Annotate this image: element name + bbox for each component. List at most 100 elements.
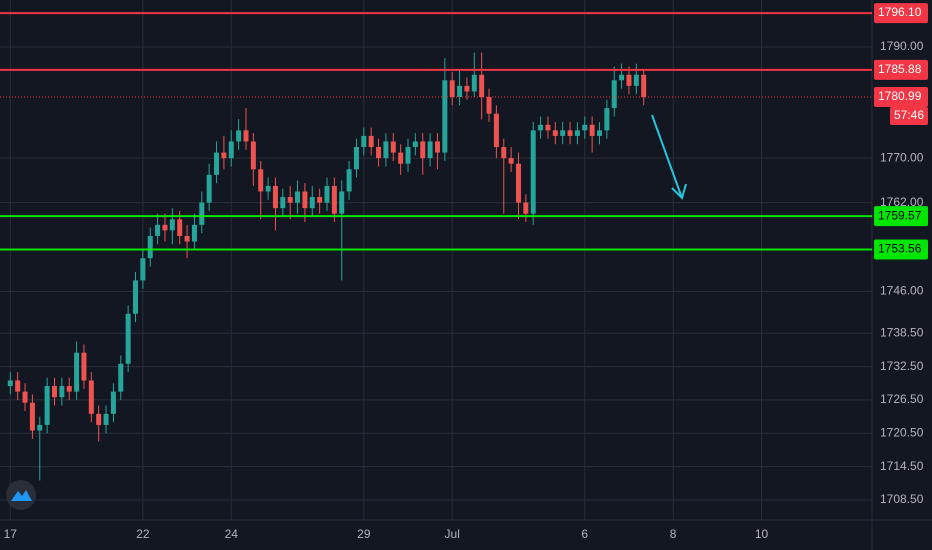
- countdown-box: [890, 107, 928, 126]
- candle-body: [420, 141, 426, 159]
- candle-body: [110, 391, 116, 414]
- candle-body: [574, 130, 580, 136]
- x-tick-label: 8: [670, 527, 677, 541]
- candle-body: [96, 413, 102, 425]
- candle-body: [66, 386, 72, 392]
- y-tick-label: 1720.50: [880, 425, 924, 439]
- candle-body: [339, 191, 345, 214]
- candle-body: [59, 386, 65, 398]
- level-label-box: [874, 3, 928, 24]
- candle-body: [434, 141, 440, 153]
- countdown: 57:46: [894, 108, 924, 122]
- candle-body: [457, 85, 463, 97]
- candle-body: [221, 152, 227, 159]
- candle-body: [236, 130, 242, 142]
- candle-body: [88, 380, 94, 414]
- candle-body: [272, 185, 278, 209]
- candle-body: [52, 386, 57, 398]
- candle-body: [22, 391, 28, 403]
- candle-body: [597, 130, 602, 136]
- y-tick-label: 1790.00: [880, 39, 924, 53]
- x-tick-label: 17: [4, 527, 18, 541]
- candle-body: [398, 152, 404, 164]
- x-tick-label: Jul: [445, 527, 460, 541]
- candle-body: [523, 202, 529, 214]
- x-tick-label: 10: [755, 527, 769, 541]
- candle-body: [140, 258, 146, 281]
- logo: [6, 480, 36, 510]
- candle-body: [103, 413, 109, 425]
- candle-body: [295, 191, 301, 203]
- candle-body: [243, 130, 249, 142]
- candle-body: [471, 74, 477, 92]
- candle-body: [199, 202, 205, 225]
- y-tick-label: 1732.50: [880, 359, 924, 373]
- y-tick-label: 1708.50: [880, 492, 924, 506]
- candle-body: [29, 402, 35, 431]
- candle-body: [501, 147, 507, 159]
- candle-body: [7, 380, 13, 387]
- candle-body: [184, 235, 190, 242]
- candle-body: [214, 152, 220, 175]
- level-label-box: [874, 206, 928, 227]
- level-label-box: [874, 59, 928, 80]
- x-tick-label: 29: [357, 527, 371, 541]
- candle-body: [412, 141, 418, 148]
- candle-body: [118, 363, 124, 392]
- candle-body: [619, 74, 625, 81]
- candle-body: [449, 80, 455, 97]
- candle-body: [169, 219, 175, 231]
- candle-body: [383, 141, 389, 159]
- candle-body: [177, 219, 183, 236]
- candle-body: [390, 141, 396, 153]
- x-tick-label: 6: [581, 527, 588, 541]
- candle-body: [582, 124, 588, 131]
- candle-body: [567, 130, 573, 136]
- candle-body: [258, 169, 264, 192]
- candle-body: [508, 158, 514, 164]
- arrow: [651, 114, 687, 200]
- y-tick-label: 1762.00: [880, 195, 924, 209]
- level-label: 1759.57: [878, 208, 922, 222]
- candle-body: [405, 147, 411, 164]
- candle-body: [280, 197, 286, 209]
- level-label-box: [874, 239, 928, 260]
- candle-body: [44, 386, 50, 425]
- candle-body: [15, 380, 21, 392]
- candle-body: [302, 191, 308, 209]
- candle-body: [81, 352, 87, 381]
- y-tick-label: 1746.00: [880, 284, 924, 298]
- candle-body: [309, 197, 315, 209]
- candle-body: [538, 124, 544, 131]
- x-tick-label: 24: [225, 527, 239, 541]
- candle-body: [486, 96, 492, 114]
- candle-body: [442, 80, 448, 153]
- candle-body: [545, 124, 551, 131]
- candle-body: [147, 235, 153, 259]
- candle-body: [191, 224, 197, 242]
- candle-body: [250, 141, 256, 170]
- candle-body: [626, 74, 632, 86]
- y-tick-label: 1714.50: [880, 459, 924, 473]
- candle-body: [133, 280, 139, 314]
- candle-body: [604, 108, 610, 131]
- candle-body: [589, 124, 595, 136]
- candle-body: [346, 169, 352, 192]
- candle-body: [317, 197, 323, 203]
- y-tick-label: 1726.50: [880, 392, 924, 406]
- candle-body: [162, 224, 168, 231]
- candle-body: [376, 147, 382, 159]
- candle-body: [560, 130, 566, 136]
- plot: [0, 12, 872, 481]
- candle-body: [361, 135, 367, 148]
- candle-body: [633, 74, 639, 86]
- x-tick-label: 22: [136, 527, 150, 541]
- candle-body: [464, 85, 470, 92]
- candle-body: [479, 74, 485, 97]
- candle-body: [641, 74, 647, 97]
- level-label: 1785.88: [878, 62, 922, 76]
- candle-body: [37, 424, 43, 431]
- candle-body: [368, 135, 374, 148]
